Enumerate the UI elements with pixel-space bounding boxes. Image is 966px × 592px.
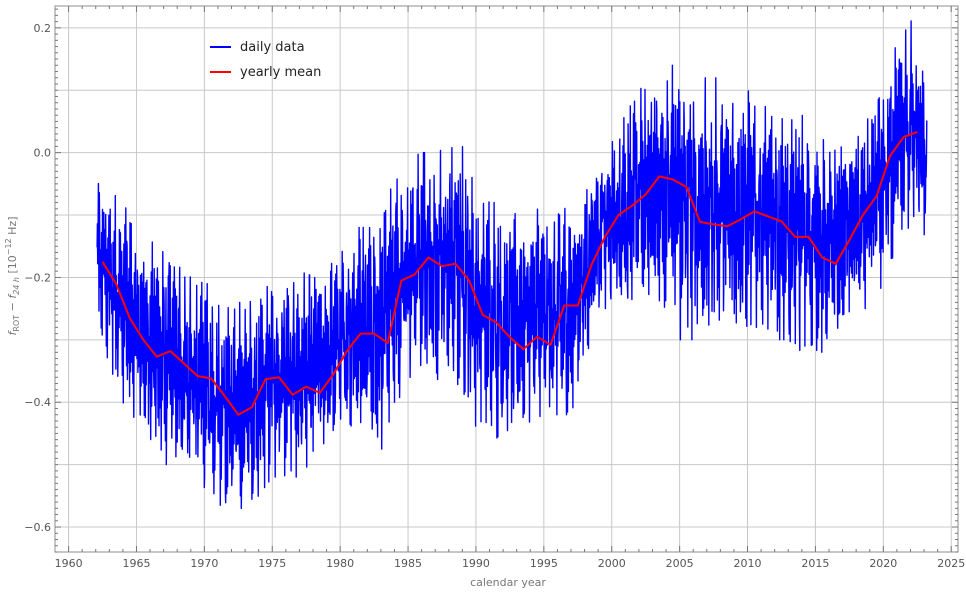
- y-axis-title-sub-24h: 24 h: [12, 277, 21, 295]
- x-tick-label: 2010: [734, 557, 762, 570]
- x-tick-label: 2015: [801, 557, 829, 570]
- series-yearly-mean: [101, 131, 918, 416]
- y-axis-title-f2: f: [6, 293, 19, 299]
- x-tick-label: 1960: [55, 557, 83, 570]
- x-tick-label: 2025: [937, 557, 965, 570]
- series-daily-data: [96, 20, 928, 510]
- x-axis-title: calendar year: [470, 576, 546, 589]
- y-axis-title-exponent: −12: [4, 238, 13, 255]
- y-axis-title-f: f: [6, 330, 19, 336]
- y-tick-labels: −0.6 −0.4 −0.2 0.0 0.2: [24, 22, 51, 534]
- yearly-mean-line: [101, 131, 918, 416]
- x-tick-label: 1975: [258, 557, 286, 570]
- daily-data-line: [96, 20, 928, 510]
- y-tick-label: −0.4: [24, 396, 51, 409]
- x-tick-label: 1970: [190, 557, 218, 570]
- y-tick-label: −0.6: [24, 521, 51, 534]
- x-tick-label: 2005: [666, 557, 694, 570]
- plot-border: [54, 5, 959, 553]
- legend-label-mean: yearly mean: [240, 65, 321, 80]
- x-tick-label: 1980: [326, 557, 354, 570]
- y-axis-title-bracket: [10: [6, 255, 19, 277]
- x-tick-label: 1985: [394, 557, 422, 570]
- y-tick-label: 0.0: [34, 147, 52, 160]
- x-tick-labels: 1960 1965 1970 1975 1980 1985 1990 1995 2000 2005…: [55, 557, 966, 570]
- y-axis-title-minus: −: [6, 299, 19, 315]
- y-axis-title-unit: Hz]: [6, 216, 19, 238]
- y-tick-label: −0.2: [24, 271, 51, 284]
- y-axis-title-sub-rot: ROT: [12, 315, 21, 332]
- x-tick-label: 2000: [598, 557, 626, 570]
- x-tick-label: 2020: [869, 557, 897, 570]
- legend-label-daily: daily data: [240, 40, 305, 55]
- plot-frame: [54, 5, 959, 553]
- y-axis-title: fROT − f24 h [10−12 Hz]: [4, 216, 21, 335]
- legend: daily data yearly mean: [210, 40, 321, 80]
- x-tick-label: 1995: [530, 557, 558, 570]
- x-tick-label: 1990: [462, 557, 490, 570]
- axis-ticks: [55, 6, 958, 553]
- y-tick-label: 0.2: [34, 22, 52, 35]
- x-tick-label: 1965: [122, 557, 150, 570]
